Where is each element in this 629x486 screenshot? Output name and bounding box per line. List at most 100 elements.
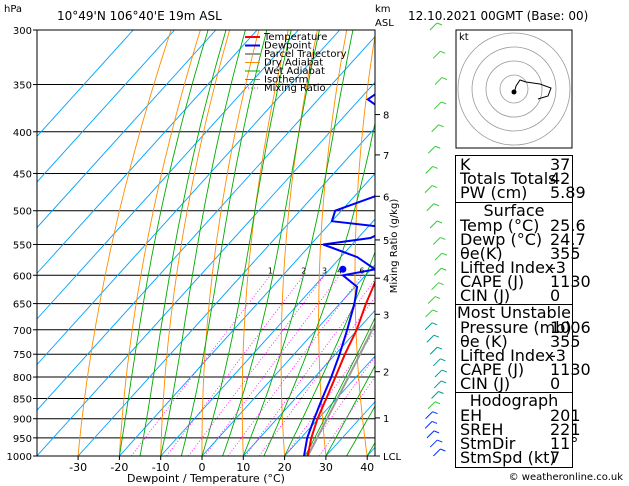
isotherm-line bbox=[242, 309, 375, 456]
isotherm-line bbox=[37, 30, 258, 274]
panel-row-key: Pressure (mb) bbox=[460, 318, 572, 337]
km-tick-label: 5 bbox=[383, 236, 389, 247]
mixing-ratio-label: 1 bbox=[268, 266, 273, 275]
storm-motion-marker bbox=[511, 89, 517, 95]
dewpoint-point bbox=[313, 417, 316, 420]
panel-row-value: 7 bbox=[550, 448, 561, 467]
panel-row-key: StmSpd (kt) bbox=[460, 448, 556, 467]
wind-barb-flag bbox=[431, 420, 438, 424]
temperature-point bbox=[316, 417, 319, 420]
hodograph-ring bbox=[471, 46, 557, 132]
dewpoint-point bbox=[346, 328, 348, 331]
panel-row: Lifted Index -3 bbox=[460, 258, 568, 277]
mixing-ratio-line bbox=[318, 376, 375, 456]
hodograph-ring bbox=[457, 32, 571, 146]
panel-row-value: 25.6 bbox=[550, 216, 586, 235]
panel-row-value: 0 bbox=[550, 286, 561, 305]
pressure-tick-label: 650 bbox=[13, 300, 32, 311]
wind-barb-flag bbox=[433, 203, 440, 207]
temp-tick-label: -30 bbox=[69, 461, 87, 474]
temperature-point bbox=[436, 84, 438, 86]
panel-row: Totals Totals 42 bbox=[460, 171, 570, 187]
pressure-tick-label: 850 bbox=[13, 394, 32, 405]
temp-tick-label: 10 bbox=[236, 461, 250, 474]
pressure-tick-label: 400 bbox=[13, 128, 32, 139]
panel-row-key: Lifted Index bbox=[460, 346, 555, 365]
location-title: 10°49'N 106°40'E 19m ASL bbox=[57, 9, 222, 23]
mixing-ratio-line bbox=[284, 330, 375, 456]
dewpoint-point bbox=[389, 84, 391, 86]
dewpoint-point bbox=[353, 302, 356, 305]
dewpoint-point bbox=[330, 376, 333, 378]
wind-barb-flag bbox=[432, 411, 438, 415]
wind-barb-flag bbox=[438, 391, 444, 394]
wind-barb-flag bbox=[434, 401, 441, 405]
wind-barb-flag bbox=[431, 185, 438, 189]
panel-row-value: 201 bbox=[550, 406, 581, 425]
panel-row-key: CAPE (J) bbox=[460, 272, 525, 291]
wet-adiabat-line bbox=[118, 30, 209, 456]
legend-entry: Dry Adiabat bbox=[264, 58, 323, 69]
panel-row-key: SREH bbox=[460, 420, 504, 439]
wind-barb bbox=[432, 358, 441, 367]
panel-row: Lifted Index -3 bbox=[460, 346, 568, 365]
wind-barb bbox=[433, 267, 442, 276]
dry-adiabat-line bbox=[201, 30, 260, 456]
dewpoint-point bbox=[378, 173, 380, 175]
panel-row-key: EH bbox=[460, 406, 483, 425]
wind-barb-flag bbox=[440, 358, 446, 362]
panel-row: CAPE (J) 1130 bbox=[460, 272, 591, 291]
km-tick-label: 4 bbox=[383, 274, 389, 285]
most-unstable-box: Most Unstable Pressure (mb) 1006 θe (K) 355… bbox=[455, 304, 591, 394]
surface-box: Surface Temp (°C) 25.6 Dewp (°C) 24.7 θe(K) 3… bbox=[455, 202, 591, 306]
wind-barb bbox=[433, 101, 442, 110]
hodograph-ring bbox=[485, 60, 543, 118]
temperature-point bbox=[355, 328, 358, 331]
panel-row: PW (cm) 5.89 bbox=[460, 185, 586, 201]
isotherm-line bbox=[37, 30, 299, 320]
wind-barb bbox=[434, 369, 443, 378]
wind-barb bbox=[432, 50, 441, 59]
wind-barb-flag bbox=[438, 124, 444, 128]
wind-barb-flag bbox=[432, 309, 438, 313]
mixing-ratio-line bbox=[130, 275, 271, 456]
panel-row-value: 5.89 bbox=[550, 183, 586, 202]
panel-row: CIN (J) 0 bbox=[460, 286, 568, 305]
isotherm-line bbox=[160, 218, 375, 456]
wet-adiabat-line bbox=[346, 405, 375, 456]
panel-row: SREH 221 bbox=[460, 420, 581, 439]
panel-row-key: θe (K) bbox=[460, 332, 508, 351]
panel-row-value: -3 bbox=[550, 258, 566, 277]
mixing-ratio-line bbox=[188, 275, 325, 456]
wind-barb bbox=[427, 401, 436, 410]
temp-tick-label: 30 bbox=[319, 461, 333, 474]
dewpoint-point bbox=[338, 353, 341, 356]
panel-row: θe(K) 355 bbox=[460, 246, 581, 262]
wind-barb-flag bbox=[440, 237, 446, 240]
panel-row-key: StmDir bbox=[460, 434, 516, 453]
plot-frame bbox=[36, 29, 376, 457]
wind-barb bbox=[426, 334, 435, 343]
pressure-tick-label: 450 bbox=[13, 169, 32, 180]
indices-box: K 37 Totals Totals 42 PW (cm) 5.89 bbox=[455, 155, 586, 204]
hodograph-title: Hodograph bbox=[469, 391, 559, 410]
wind-barb bbox=[427, 296, 436, 304]
legend-entry: Temperature bbox=[263, 32, 327, 43]
wet-adiabat-line bbox=[325, 364, 375, 456]
dewpoint-point bbox=[334, 209, 336, 212]
mixing-ratio-label: 2 bbox=[301, 266, 306, 275]
mixing-ratio-line bbox=[245, 278, 375, 456]
dry-adiabat-line bbox=[77, 30, 172, 456]
mixing-ratio-line bbox=[258, 296, 375, 456]
km-tick-label: 2 bbox=[383, 368, 389, 379]
wind-barb-flag bbox=[435, 145, 441, 149]
pressure-tick-label: 950 bbox=[13, 434, 32, 445]
wind-barb bbox=[425, 309, 433, 318]
isotherm-line bbox=[37, 30, 134, 138]
pressure-tick-label: 1000 bbox=[7, 452, 32, 463]
wind-barb bbox=[424, 185, 433, 193]
temperature-point bbox=[424, 131, 426, 133]
dewpoint-point bbox=[396, 148, 398, 150]
wind-barb-flag bbox=[431, 322, 438, 326]
